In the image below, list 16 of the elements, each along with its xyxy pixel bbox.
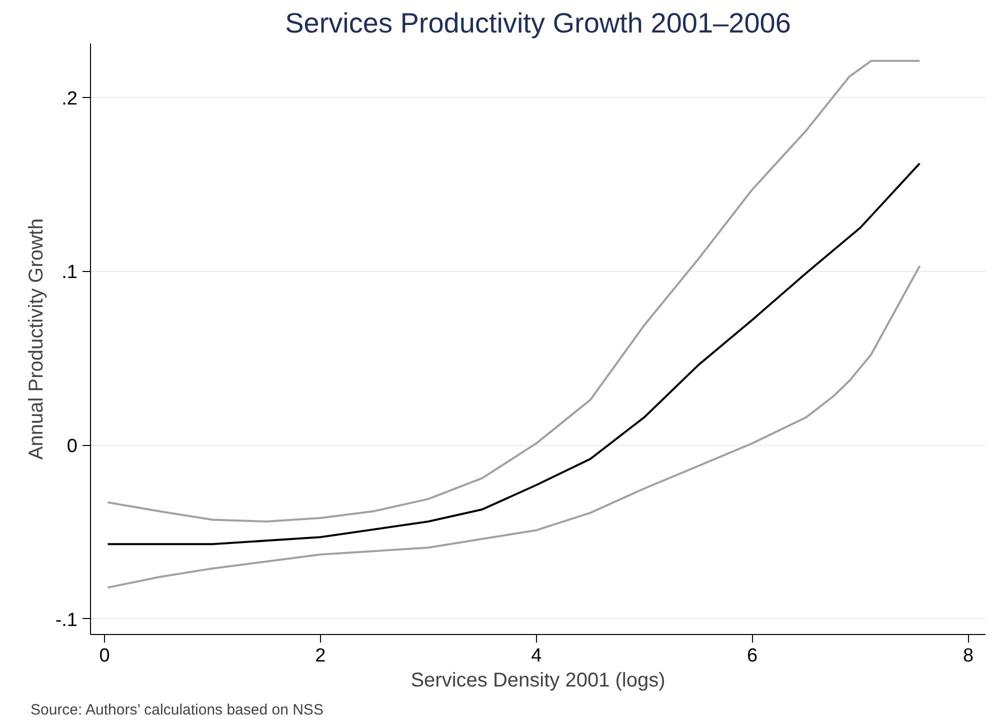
y-tick-label: .1 — [62, 262, 78, 284]
x-tick-label: 0 — [99, 646, 110, 666]
source-note: Source: Authors’ calculations based on NSS — [30, 702, 324, 718]
x-tick-label: 2 — [315, 646, 326, 666]
x-tick-label: 6 — [747, 646, 758, 666]
x-axis-title: Services Density 2001 (logs) — [410, 670, 666, 692]
y-tick-label: 0 — [66, 436, 78, 458]
x-tick-label: 4 — [531, 646, 542, 666]
y-tick-label: -.1 — [55, 610, 78, 631]
x-tick-label: 8 — [962, 646, 974, 666]
line-series — [106, 60, 921, 523]
line-series — [106, 264, 921, 589]
chart-title: Services Productivity Growth 2001–2006 — [285, 8, 791, 38]
line-series — [106, 162, 921, 546]
y-tick-label: .2 — [62, 88, 78, 110]
y-axis-title: Annual Productivity Growth — [25, 218, 48, 460]
